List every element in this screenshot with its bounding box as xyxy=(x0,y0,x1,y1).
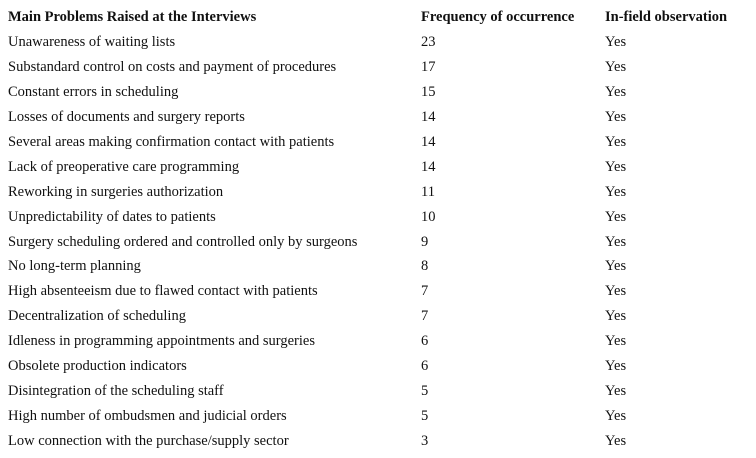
problem-cell: Surgery scheduling ordered and controlle… xyxy=(8,233,358,250)
observation-cell: Yes xyxy=(605,183,627,200)
problem-cell: Substandard control on costs and payment… xyxy=(8,58,337,75)
problem-cell: Unpredictability of dates to patients xyxy=(8,208,216,225)
problem-cell: Disintegration of the scheduling staff xyxy=(8,383,224,400)
frequency-cell: 5 xyxy=(421,408,429,425)
observation-cell: Yes xyxy=(605,358,627,375)
frequency-cell: 10 xyxy=(421,208,436,225)
header-cell: Main Problems Raised at the Interviews xyxy=(8,9,257,25)
frequency-cell: 14 xyxy=(421,158,436,175)
observation-cell: Yes xyxy=(605,433,627,449)
observation-cell: Yes xyxy=(605,133,627,150)
problem-cell: Idleness in programming appointments and… xyxy=(8,333,315,350)
frequency-cell: 8 xyxy=(421,258,429,275)
observation-cell: Yes xyxy=(605,383,627,400)
problem-cell: Lack of preoperative care programming xyxy=(8,158,240,175)
frequency-cell: 14 xyxy=(421,108,436,125)
observation-cell: Yes xyxy=(605,283,627,300)
frequency-cell: 17 xyxy=(421,58,436,75)
problem-cell: Several areas making confirmation contac… xyxy=(8,133,335,150)
observation-cell: Yes xyxy=(605,158,627,175)
observation-cell: Yes xyxy=(605,233,627,250)
header-cell: In-field observation xyxy=(605,9,728,25)
frequency-cell: 14 xyxy=(421,133,436,150)
frequency-cell: 15 xyxy=(421,83,436,100)
observation-cell: Yes xyxy=(605,308,627,325)
problem-cell: Obsolete production indicators xyxy=(8,358,187,375)
frequency-cell: 9 xyxy=(421,233,429,250)
observation-cell: Yes xyxy=(605,108,627,125)
problem-cell: Decentralization of scheduling xyxy=(8,308,186,325)
problem-cell: Constant errors in scheduling xyxy=(8,83,179,100)
header-cell: Frequency of occurrence xyxy=(421,9,575,25)
problem-cell: Losses of documents and surgery reports xyxy=(8,108,245,125)
observation-cell: Yes xyxy=(605,408,627,425)
problem-cell: High absenteeism due to flawed contact w… xyxy=(8,283,318,300)
frequency-cell: 3 xyxy=(421,433,429,449)
frequency-cell: 11 xyxy=(421,183,435,200)
observation-cell: Yes xyxy=(605,58,627,75)
frequency-cell: 5 xyxy=(421,383,429,400)
frequency-cell: 6 xyxy=(421,333,429,350)
observation-cell: Yes xyxy=(605,34,627,50)
problem-cell: Unawareness of waiting lists xyxy=(8,34,176,50)
frequency-cell: 23 xyxy=(421,34,436,50)
observation-cell: Yes xyxy=(605,208,627,225)
problem-cell: Low connection with the purchase/supply … xyxy=(8,433,289,449)
problem-cell: Reworking in surgeries authorization xyxy=(8,183,224,200)
observation-cell: Yes xyxy=(605,258,627,275)
observation-cell: Yes xyxy=(605,83,627,100)
frequency-cell: 6 xyxy=(421,358,429,375)
problem-cell: High number of ombudsmen and judicial or… xyxy=(8,408,287,425)
observation-cell: Yes xyxy=(605,333,627,350)
frequency-cell: 7 xyxy=(421,283,429,300)
frequency-cell: 7 xyxy=(421,308,429,325)
problem-cell: No long-term planning xyxy=(8,258,141,275)
